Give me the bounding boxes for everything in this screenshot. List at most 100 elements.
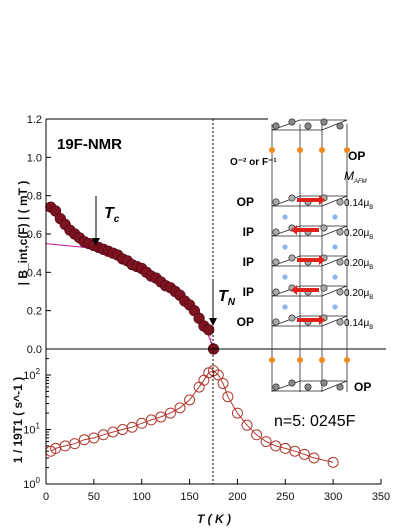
apical-atom	[297, 147, 303, 153]
tn-label: TN	[218, 288, 236, 308]
data-point	[174, 402, 186, 414]
y-tick-base: 10	[23, 370, 35, 382]
atom	[288, 194, 296, 202]
data-point	[308, 452, 320, 464]
y-tick-label: 1.0	[27, 152, 42, 164]
y-tick-base: 10	[23, 425, 35, 437]
tc-label-main: T	[104, 205, 115, 222]
moment-sub: B	[369, 295, 373, 301]
spin-arrow-head	[319, 195, 325, 205]
layer-moment: 0.14μB	[344, 318, 373, 331]
data-point	[298, 448, 310, 460]
x-tick-label: 0	[43, 491, 49, 503]
lower-data-points	[45, 365, 339, 468]
apical-atom	[344, 357, 350, 363]
data-point	[260, 436, 272, 448]
apical-atom	[297, 357, 303, 363]
layer-label: IP	[243, 255, 254, 269]
y-tick-label: 0.8	[27, 191, 42, 203]
y-tick-exponent: 0	[36, 476, 41, 485]
apical-atom	[269, 357, 275, 363]
atom	[320, 379, 328, 387]
atom	[336, 122, 344, 130]
interlayer-atom	[332, 214, 338, 220]
layer-moment: 0.14μB	[344, 198, 373, 211]
moment-header-sub: AFM	[353, 179, 367, 185]
tc-label-sub: c	[114, 214, 120, 225]
atom	[288, 379, 296, 387]
y-tick-label: 0.4	[27, 267, 42, 279]
moment-sub: B	[369, 325, 373, 331]
x-tick-label: 100	[133, 491, 151, 503]
apical-atom	[319, 147, 325, 153]
x-tick-label: 200	[228, 491, 246, 503]
spin-arrow-shaft	[297, 318, 319, 322]
data-point	[327, 456, 339, 468]
moment-value: 0.20μ	[344, 228, 369, 239]
data-point	[164, 407, 176, 419]
atom	[272, 318, 280, 326]
atom	[336, 383, 344, 391]
spin-arrow-shaft	[297, 228, 319, 232]
x-tick-label: 150	[180, 491, 198, 503]
data-point	[88, 432, 100, 444]
spin-arrow-head	[319, 315, 325, 325]
apical-atom	[344, 147, 350, 153]
atom	[288, 118, 296, 126]
layer-label: IP	[243, 225, 254, 239]
interlayer-atom	[282, 304, 288, 310]
data-point	[155, 411, 167, 423]
layer-label: OP	[237, 315, 254, 329]
interlayer-atom	[282, 274, 288, 280]
layer-moment: 0.20μB	[344, 258, 373, 271]
layer-label: OP	[237, 195, 254, 209]
y-tick-label: 0.6	[27, 229, 42, 241]
tc-marker: Tc	[92, 196, 120, 246]
x-tick-label: 250	[276, 491, 294, 503]
atom	[304, 383, 312, 391]
atom	[336, 288, 344, 296]
top-plane-label: OP	[348, 149, 365, 163]
layer-label: IP	[243, 285, 254, 299]
structure-caption: n=5: 0245F	[274, 413, 356, 430]
x-tick-label: 350	[372, 491, 390, 503]
data-point	[69, 438, 81, 450]
y-tick-label: 0.0	[27, 344, 42, 356]
moment-value: 0.14μ	[344, 198, 369, 209]
layer-moment: 0.20μB	[344, 288, 373, 301]
spin-arrows	[291, 195, 325, 325]
tn-arrow-head	[209, 318, 217, 326]
interlayer-atom	[282, 244, 288, 250]
moment-sub: B	[369, 265, 373, 271]
bottom-plane-label: OP	[354, 380, 371, 394]
y-tick-label: 0.2	[27, 306, 42, 318]
data-point	[251, 429, 263, 441]
interlayer-atom	[332, 274, 338, 280]
spin-arrow-shaft	[297, 258, 319, 262]
data-point	[217, 377, 229, 389]
moment-sub: B	[369, 235, 373, 241]
tn-label-main: T	[218, 288, 229, 305]
moment-value: 0.20μ	[344, 258, 369, 269]
y-axis-label-upper: | B_int,c(F) | ( mT )	[16, 181, 30, 286]
lower-series-line	[50, 370, 334, 463]
data-point	[231, 407, 243, 419]
atom	[320, 284, 328, 292]
caption-box	[268, 404, 380, 431]
atom	[320, 224, 328, 232]
interlayer-atom	[282, 214, 288, 220]
data-point	[289, 445, 301, 457]
y-axis-label-lower: 1 / 19T1 ( s^-1 )	[11, 377, 25, 463]
nmr-title: 19F-NMR	[57, 136, 122, 153]
atom	[336, 228, 344, 236]
moment-value: 0.20μ	[344, 288, 369, 299]
atom	[336, 258, 344, 266]
tn-label-sub: N	[228, 297, 236, 308]
upper-data-points	[45, 201, 220, 355]
cuo2-planes	[271, 119, 348, 392]
data-point	[222, 391, 234, 403]
